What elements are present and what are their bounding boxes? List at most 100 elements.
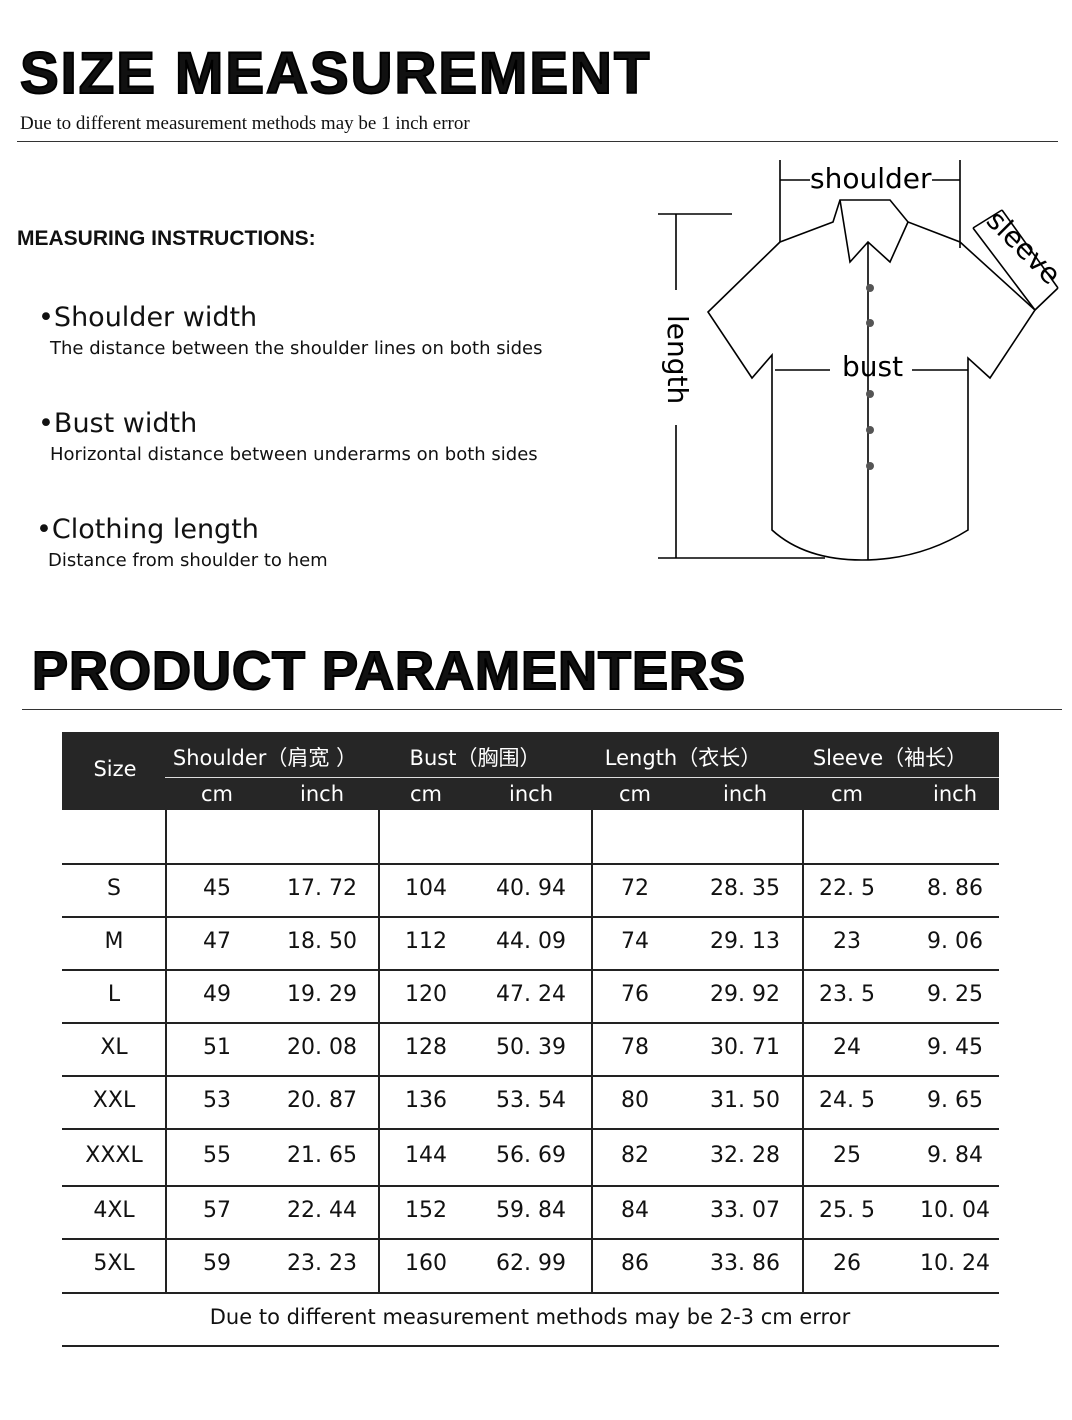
divider [22, 709, 1062, 710]
value-cell: 8. 86 [927, 875, 983, 901]
unit-header: cm [618, 782, 651, 806]
page-title: SIZE MEASUREMENT [19, 40, 652, 107]
value-cell: 80 [621, 1087, 649, 1113]
value-cell: 23. 5 [819, 981, 875, 1007]
value-cell: 55 [203, 1142, 231, 1168]
row-divider [62, 916, 999, 918]
value-cell: 84 [621, 1197, 649, 1223]
unit-header: inch [933, 782, 977, 806]
value-cell: 59 [203, 1251, 231, 1276]
value-cell: 33. 07 [710, 1197, 780, 1223]
value-cell: 21. 65 [287, 1142, 357, 1168]
value-cell: 10. 04 [920, 1197, 990, 1223]
size-cell: L [107, 981, 121, 1007]
row-divider [62, 863, 999, 865]
value-cell: 40. 94 [496, 875, 566, 901]
bust-width-title: •Bust width [38, 408, 198, 439]
size-cell: S [107, 875, 121, 901]
value-cell: 53. 54 [496, 1087, 566, 1113]
sleeve-label: sleeve [980, 204, 1067, 291]
row-divider [62, 969, 999, 971]
clothing-length-title: •Clothing length [36, 514, 259, 545]
value-cell: 33. 86 [710, 1251, 780, 1276]
size-cell: XXL [92, 1087, 136, 1113]
column-divider [802, 810, 804, 1292]
value-cell: 45 [203, 875, 231, 901]
value-cell: 57 [203, 1197, 231, 1223]
value-cell: 28. 35 [710, 875, 780, 901]
subtitle: Due to different measurement methods may… [20, 113, 470, 134]
size-cell: 4XL [93, 1197, 135, 1223]
value-cell: 19. 29 [287, 981, 357, 1007]
value-cell: 50. 39 [496, 1034, 566, 1060]
value-cell: 24 [833, 1034, 861, 1060]
value-cell: 32. 28 [710, 1142, 780, 1168]
unit-header: cm [409, 782, 442, 806]
row-divider [62, 1292, 999, 1294]
value-cell: 53 [203, 1087, 231, 1113]
group-header: Bust（胸围） [409, 746, 541, 770]
value-cell: 26 [833, 1251, 861, 1276]
column-divider [378, 810, 380, 1292]
value-cell: 112 [405, 928, 447, 954]
value-cell: 20. 08 [287, 1034, 357, 1060]
group-header: Shoulder（肩宽 ） [172, 746, 358, 770]
unit-header: inch [300, 782, 344, 806]
value-cell: 23. 23 [287, 1251, 357, 1276]
value-cell: 29. 13 [710, 928, 780, 954]
row-divider [62, 1022, 999, 1024]
value-cell: 20. 87 [287, 1087, 357, 1113]
row-divider [62, 1075, 999, 1077]
row-divider [62, 1185, 999, 1187]
value-cell: 59. 84 [496, 1197, 566, 1223]
value-cell: 10. 24 [920, 1251, 990, 1276]
value-cell: 24. 5 [819, 1087, 875, 1113]
value-cell: 9. 84 [927, 1142, 983, 1168]
row-divider [62, 1128, 999, 1130]
bust-width-desc: Horizontal distance between underarms on… [50, 444, 538, 465]
value-cell: 128 [405, 1034, 447, 1060]
value-cell: 22. 5 [819, 875, 875, 901]
header-divider [165, 777, 999, 778]
size-cell: XL [100, 1034, 128, 1060]
row-divider [62, 1238, 999, 1240]
value-cell: 9. 65 [927, 1087, 983, 1113]
value-cell: 144 [405, 1142, 447, 1168]
group-header: Sleeve（袖长） [812, 746, 968, 770]
shirt-diagram: shoulder bust length sleeve [658, 160, 1067, 561]
value-cell: 86 [621, 1251, 649, 1276]
value-cell: 49 [203, 981, 231, 1007]
value-cell: 22. 44 [287, 1197, 357, 1223]
table-footer-note: Due to different measurement methods may… [209, 1305, 851, 1329]
value-cell: 17. 72 [287, 875, 357, 901]
shoulder-width-title: •Shoulder width [38, 302, 258, 333]
value-cell: 18. 50 [287, 928, 357, 954]
row-divider [62, 1345, 999, 1347]
column-divider [591, 810, 593, 1292]
value-cell: 47 [203, 928, 231, 954]
size-header: Size [93, 757, 137, 781]
instructions-title: MEASURING INSTRUCTIONS: [17, 227, 316, 250]
unit-header: cm [200, 782, 233, 806]
length-label: length [661, 315, 694, 404]
value-cell: 29. 92 [710, 981, 780, 1007]
size-cell: 5XL [93, 1251, 135, 1276]
value-cell: 56. 69 [496, 1142, 566, 1168]
value-cell: 23 [833, 928, 861, 954]
value-cell: 78 [621, 1034, 649, 1060]
table-header [62, 732, 999, 810]
unit-header: inch [509, 782, 553, 806]
unit-header: cm [830, 782, 863, 806]
size-cell: M [104, 928, 124, 954]
value-cell: 30. 71 [710, 1034, 780, 1060]
value-cell: 152 [405, 1197, 447, 1223]
value-cell: 72 [621, 875, 649, 901]
value-cell: 76 [621, 981, 649, 1007]
value-cell: 120 [405, 981, 447, 1007]
value-cell: 74 [621, 928, 649, 954]
value-cell: 31. 50 [710, 1087, 780, 1113]
value-cell: 51 [203, 1034, 231, 1060]
size-cell: XXXL [85, 1142, 143, 1168]
value-cell: 25. 5 [819, 1197, 875, 1223]
value-cell: 9. 45 [927, 1034, 983, 1060]
